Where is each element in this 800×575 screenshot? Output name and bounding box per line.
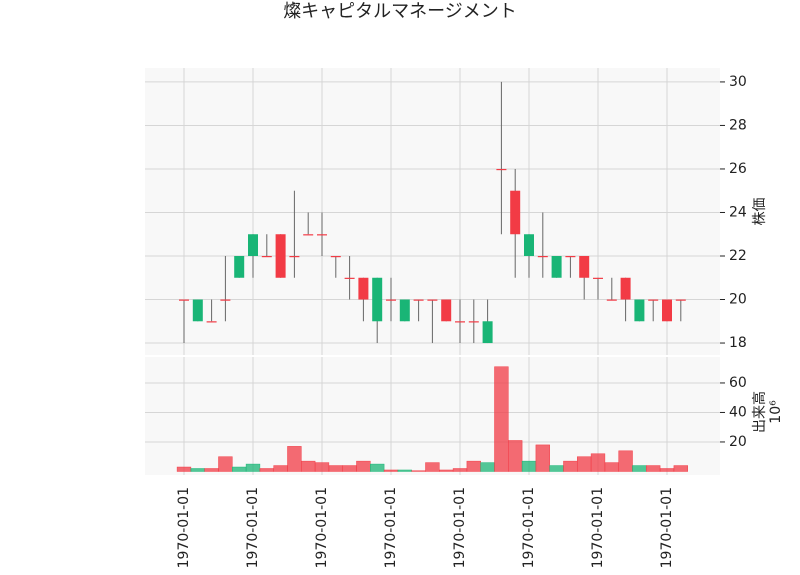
- volume-bar: [245, 463, 261, 472]
- candle-body: [372, 277, 383, 322]
- volume-bar: [646, 465, 661, 472]
- candle-body: [593, 277, 603, 279]
- candle-body: [248, 234, 258, 256]
- candle-body: [662, 299, 672, 322]
- volume-bar: [370, 463, 385, 472]
- volume-bar: [425, 462, 440, 472]
- volume-bar: [618, 450, 633, 472]
- candle-body: [510, 190, 521, 235]
- candle-body: [524, 234, 534, 256]
- volume-bar: [176, 466, 192, 472]
- volume-bar: [577, 456, 592, 472]
- volume-bar: [204, 468, 219, 472]
- offset-label: 10⁶: [768, 400, 784, 424]
- volume-bar: [232, 466, 247, 472]
- candle-body: [192, 299, 203, 322]
- y-tick-label: 22: [729, 248, 747, 264]
- volume-bar: [287, 446, 302, 472]
- candle-body: [386, 299, 396, 301]
- candle-body: [482, 321, 493, 344]
- candle-body: [303, 234, 314, 236]
- volume-bar: [590, 453, 606, 472]
- volume-bar: [397, 469, 412, 472]
- volume-bar: [466, 460, 481, 472]
- volume-bar: [508, 440, 523, 472]
- volume-bar: [659, 468, 675, 472]
- candle-body: [220, 299, 231, 301]
- volume-bar: [411, 470, 426, 472]
- volume-bar: [328, 465, 343, 472]
- y-tick-label: 30: [729, 74, 747, 90]
- candle-body: [413, 299, 424, 301]
- y-tick-label: 40: [729, 404, 747, 420]
- volume-bar: [301, 460, 316, 472]
- volume-bar: [604, 462, 619, 472]
- volume-bar: [314, 462, 330, 472]
- candle-body: [344, 277, 355, 279]
- volume-bar: [494, 366, 509, 472]
- volume-bar: [673, 465, 688, 472]
- candle-body: [537, 255, 548, 258]
- volume-bar: [521, 460, 537, 472]
- candle-body: [565, 255, 576, 258]
- candle-body: [289, 255, 300, 258]
- candle-body: [179, 299, 189, 301]
- candle-body: [234, 255, 245, 278]
- candle-body: [606, 299, 617, 301]
- candle-body: [648, 299, 659, 301]
- volume-bar: [342, 465, 357, 472]
- volume-bar: [356, 460, 371, 472]
- volume-bar: [273, 465, 288, 472]
- candle-body: [261, 255, 272, 258]
- volume-bar: [480, 462, 495, 472]
- candle-body: [358, 277, 369, 300]
- chart-title: 燦キャピタルマネージメント: [283, 1, 517, 22]
- volume-bar: [549, 465, 564, 472]
- candle-body: [551, 255, 562, 278]
- x-tick-label: 1970-01-01: [521, 487, 537, 568]
- x-tick-label: 1970-01-01: [314, 487, 330, 568]
- candle-body: [317, 234, 327, 236]
- x-tick-label: 1970-01-01: [245, 487, 261, 568]
- x-tick-label: 1970-01-01: [659, 487, 675, 568]
- volume-bar: [259, 468, 274, 472]
- candle-body: [399, 299, 410, 322]
- candle-body: [468, 321, 479, 323]
- x-tick-label: 1970-01-01: [383, 487, 399, 568]
- candle-body: [427, 299, 438, 301]
- volume-bar: [452, 468, 468, 472]
- y-axis-label: 株価: [752, 198, 768, 226]
- candle-body: [206, 321, 217, 323]
- candle-body: [579, 255, 590, 278]
- y-tick-label: 20: [729, 292, 747, 308]
- volume-bar: [190, 468, 205, 472]
- x-tick-label: 1970-01-01: [176, 487, 192, 568]
- candle-body: [634, 299, 645, 322]
- y-tick-label: 18: [729, 335, 747, 351]
- candle-body: [675, 299, 686, 301]
- y-tick-label: 24: [729, 204, 747, 220]
- candle-body: [620, 277, 631, 300]
- volume-bar: [218, 456, 233, 472]
- candle-body: [496, 168, 507, 171]
- candle-body: [330, 255, 341, 258]
- candle-body: [275, 234, 286, 278]
- y-axis-label: 出来高: [751, 391, 768, 433]
- x-tick-label: 1970-01-01: [590, 487, 606, 568]
- volume-bar: [632, 465, 647, 472]
- volume-bar: [383, 469, 399, 472]
- candle-body: [455, 321, 465, 323]
- volume-bar: [439, 469, 454, 472]
- y-tick-label: 28: [729, 117, 747, 133]
- volume-bar: [535, 444, 550, 472]
- y-tick-label: 26: [729, 161, 747, 177]
- volume-bar: [563, 460, 578, 472]
- y-tick-label: 20: [729, 434, 747, 450]
- candle-body: [441, 299, 452, 322]
- y-tick-label: 60: [729, 375, 747, 391]
- x-tick-label: 1970-01-01: [452, 487, 468, 568]
